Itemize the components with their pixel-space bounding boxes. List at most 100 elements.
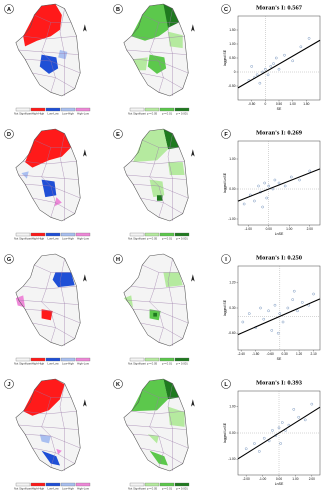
legend-swatch <box>159 232 175 237</box>
boundary <box>142 389 180 398</box>
north-arrow <box>83 24 87 32</box>
map-region <box>147 434 159 444</box>
panel-letter-badge <box>221 379 231 389</box>
boundary <box>41 147 56 218</box>
x-tick-label: 1.00 <box>290 102 296 106</box>
point <box>301 301 304 304</box>
north-arrow <box>83 274 87 282</box>
legend-swatch <box>159 107 175 112</box>
legend-swatch <box>144 232 160 237</box>
legend-swatch <box>129 232 145 237</box>
legend-label: Low-High <box>62 112 74 116</box>
map-outline <box>123 128 189 222</box>
map-region <box>133 57 148 71</box>
plot-frame <box>237 15 321 101</box>
point <box>307 37 311 40</box>
point <box>283 53 286 57</box>
point <box>270 329 274 332</box>
point <box>261 205 264 209</box>
map-region <box>156 195 163 201</box>
panel-letter-badge <box>221 254 231 264</box>
legend-label: Not Significant <box>128 237 146 241</box>
map-region <box>163 129 180 150</box>
point <box>297 415 300 419</box>
map-base <box>15 254 81 346</box>
map-outline <box>15 3 81 97</box>
boundary <box>34 264 72 273</box>
x-tick-label: 1.00 <box>286 227 292 231</box>
map <box>15 128 87 222</box>
y-axis-label: lagged LnSE <box>223 422 227 443</box>
legend-swatch <box>75 232 91 237</box>
point <box>303 418 307 422</box>
point <box>272 62 275 65</box>
boundary <box>167 133 173 222</box>
map <box>123 378 195 472</box>
map-region <box>41 309 53 321</box>
legend-label: High-Low <box>77 237 90 241</box>
point <box>299 45 303 49</box>
legend-label: p = 0.001 <box>176 362 188 366</box>
x-tick-label: 2.00 <box>307 227 313 231</box>
legend-label: Low-High <box>62 487 74 491</box>
legend-label: Low-High <box>62 362 74 366</box>
boundary <box>59 8 65 97</box>
legend-label: Not Significant <box>14 237 32 241</box>
point <box>280 421 284 424</box>
point <box>264 67 267 71</box>
point <box>266 73 270 77</box>
y-tick-label: 0 <box>234 70 236 74</box>
point <box>262 317 266 321</box>
y-tick-label: 1.00 <box>229 157 235 161</box>
map-region <box>23 4 62 47</box>
x-tick-label: 0.50 <box>276 102 282 106</box>
point <box>292 289 296 293</box>
x-axis-label: LnSE <box>275 482 284 486</box>
map-outline <box>123 378 189 472</box>
map-region <box>56 448 62 455</box>
legend-swatch <box>129 107 145 112</box>
x-axis-label: SE <box>277 357 282 361</box>
map-outline <box>123 253 189 347</box>
x-tick-label: 2.10 <box>310 352 316 356</box>
legend-label: Low-Low <box>47 112 59 116</box>
north-arrow <box>191 24 195 32</box>
legend-label: p = 0.05 <box>147 487 158 491</box>
legend-label: Not Significant <box>14 112 32 116</box>
map-region <box>168 162 185 175</box>
boundary <box>149 272 164 343</box>
panel-letter-badge <box>221 4 231 14</box>
x-tick-label: -0.50 <box>248 102 255 106</box>
y-tick-label: 0.30 <box>229 306 235 310</box>
boundary <box>41 272 56 343</box>
y-axis-label: lagged SE <box>223 49 227 66</box>
panel-letter: K <box>116 382 120 388</box>
map-outline <box>123 3 189 97</box>
point <box>312 292 315 296</box>
point <box>289 175 293 179</box>
point <box>267 184 271 188</box>
x-axis-label: SE <box>277 107 282 111</box>
panel-letter: J <box>7 382 10 388</box>
north-arrow <box>191 149 195 157</box>
legend-swatch <box>45 107 61 112</box>
legend-label: p = 0.001 <box>176 487 188 491</box>
y-tick-label: 0.50 <box>229 56 235 60</box>
x-tick-label: 1.00 <box>292 477 298 481</box>
map-region <box>168 31 183 49</box>
legend-swatch <box>30 357 46 362</box>
x-tick-label: 0.30 <box>282 352 288 356</box>
x-tick-label: 0.00 <box>276 477 282 481</box>
y-tick-label: -1.00 <box>228 457 235 461</box>
map-region <box>149 450 168 466</box>
north-arrow <box>83 149 87 157</box>
point <box>258 81 262 85</box>
legend-swatch <box>60 232 76 237</box>
point <box>250 65 253 68</box>
legend-swatch <box>159 357 175 362</box>
legend-label: Low-High <box>62 237 74 241</box>
point <box>241 320 245 324</box>
boundary <box>34 389 72 398</box>
legend-swatch <box>60 357 76 362</box>
legend-label: High-High <box>32 362 45 366</box>
